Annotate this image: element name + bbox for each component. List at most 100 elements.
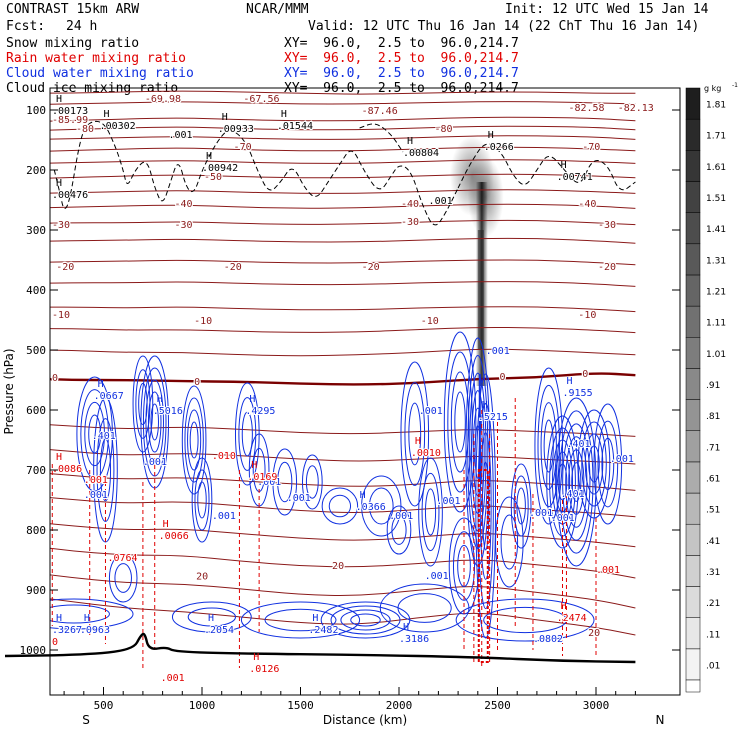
colorbar-label: .31 <box>706 568 720 578</box>
colorbar-label: .91 <box>706 381 720 391</box>
isotherm-label: -80 <box>76 124 94 135</box>
isotherm-label: -10 <box>52 310 70 321</box>
isotherm-line <box>50 116 636 122</box>
extremum-value: .2482 <box>308 625 338 636</box>
extremum-value: .010 <box>212 451 236 462</box>
isotherm-line <box>50 125 636 131</box>
cloud-water-contour <box>562 423 591 541</box>
extremum-value: .00933 <box>218 124 254 135</box>
extremum-value: .001 <box>551 513 575 524</box>
extremum-value: .001 <box>529 508 553 519</box>
cloud-water-contour <box>150 403 159 441</box>
cloud-water-contour <box>84 401 105 467</box>
extremum-value: .001 <box>610 454 634 465</box>
isotherm-line <box>50 326 636 334</box>
cloud-water-contour <box>301 454 323 510</box>
cloud-ice-contour <box>229 127 459 226</box>
colorbar-box <box>685 337 701 369</box>
x-tick-label: 500 <box>94 699 114 712</box>
isotherm-line <box>50 348 636 357</box>
extremum-value: .001 <box>429 196 453 207</box>
isotherm-label: -20 <box>598 262 616 273</box>
cloud-water-contour <box>80 389 109 479</box>
isotherm-line <box>50 281 636 287</box>
cloud-water-contour <box>50 598 134 630</box>
colorbar-label: 1.41 <box>706 225 726 235</box>
extremum-value: .3186 <box>399 634 429 645</box>
isotherm-label: -30 <box>598 220 616 231</box>
extremum-value: .0266 <box>484 142 514 153</box>
isotherm-line <box>50 146 636 152</box>
isotherm-label: 20 <box>332 561 344 572</box>
cloud-water-contour <box>543 419 554 473</box>
isotherm-label: -20 <box>362 262 380 273</box>
extremum-mark: H <box>56 613 62 624</box>
cloud-water-contour <box>513 475 529 537</box>
cloud-water-contour <box>404 382 426 486</box>
colorbar-label: .71 <box>706 443 720 453</box>
cloud-water-contour <box>187 409 202 471</box>
isotherm-label: -69.98 <box>145 94 181 105</box>
init-time: Init: 12 UTC Wed 15 Jan 14 <box>505 2 709 17</box>
extremum-mark: H <box>56 178 62 189</box>
isotherm-line <box>50 219 636 226</box>
x-tick-label: 2500 <box>484 699 511 712</box>
cloud-water-contour <box>516 487 526 525</box>
extremum-mark: H <box>163 519 169 530</box>
extremum-value: .401 <box>566 439 590 450</box>
cloud-water-contour <box>546 415 579 549</box>
isotherm-line <box>50 101 636 105</box>
isotherm-line <box>50 90 636 95</box>
extremum-value: .0126 <box>249 664 279 675</box>
isotherm-label: -70 <box>582 142 600 153</box>
extremum-mark: H <box>561 601 567 612</box>
extremum-value: .3267 <box>52 625 82 636</box>
colorbar-box <box>685 399 701 431</box>
cloud-water-contour <box>194 469 210 531</box>
colorbar-box <box>685 305 701 338</box>
cloud-water-contour <box>328 494 352 518</box>
extremum-mark: H <box>415 436 421 447</box>
colorbar-box <box>685 274 701 307</box>
cloud-ice-contour <box>457 143 636 191</box>
extremum-mark: H <box>407 136 413 147</box>
isotherm-label: -30 <box>401 217 419 228</box>
cloud-water-contour <box>145 379 164 465</box>
colorbar-box <box>685 617 701 650</box>
colorbar-label: 1.21 <box>706 288 726 298</box>
colorbar-label: .21 <box>706 599 720 609</box>
colorbar-label: 1.31 <box>706 256 726 266</box>
isotherm-line <box>50 574 636 609</box>
isotherm-label: -20 <box>56 262 74 273</box>
y-axis-title: Pressure (hPa) <box>2 348 16 434</box>
extremum-value: .4295 <box>245 406 275 417</box>
isotherm-label: -82.13 <box>618 103 654 114</box>
fcst-value: 24 h <box>66 19 98 34</box>
extremum-value: .001 <box>425 571 449 582</box>
cloud-water-contour <box>400 361 430 507</box>
cloud-water-contour <box>368 487 394 525</box>
isotherm-label: -10 <box>194 316 212 327</box>
isotherm-label: -67.56 <box>243 94 279 105</box>
field-rain-xy: XY= 96.0, 2.5 to 96.0,214.7 <box>284 51 519 66</box>
cloud-water-contour <box>537 384 560 508</box>
isotherm-label: 0 <box>52 373 58 384</box>
colorbar-label: .11 <box>706 630 720 640</box>
isotherm-label: -30 <box>174 220 192 231</box>
cloud-water-contour <box>540 402 557 490</box>
cloud-water-contour <box>421 472 440 552</box>
isotherm-line <box>50 449 636 465</box>
isotherm-line <box>50 473 636 491</box>
y-tick-label: 700 <box>26 464 46 477</box>
colorbar-box <box>685 368 701 400</box>
extremum-value: .0010 <box>411 448 441 459</box>
cloud-water-contour <box>481 461 490 551</box>
extremum-mark: H <box>249 394 255 405</box>
cloud-water-contour <box>455 598 595 642</box>
extremum-mark: H <box>208 613 214 624</box>
isotherm-label: 0 <box>500 372 506 383</box>
x-tick-label: 1500 <box>287 699 314 712</box>
extremum-mark: H <box>482 400 488 411</box>
extremum-value: .5016 <box>153 406 183 417</box>
